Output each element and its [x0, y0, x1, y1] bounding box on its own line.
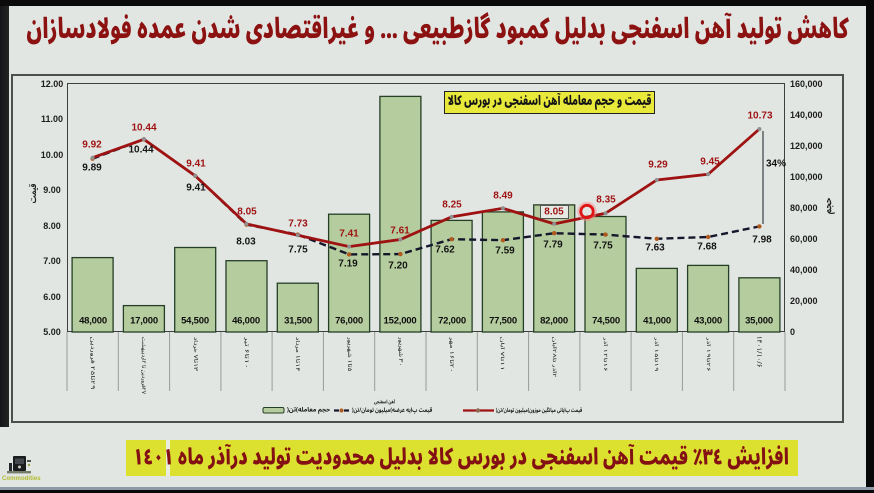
- svg-text:Commodities: Commodities: [2, 475, 41, 482]
